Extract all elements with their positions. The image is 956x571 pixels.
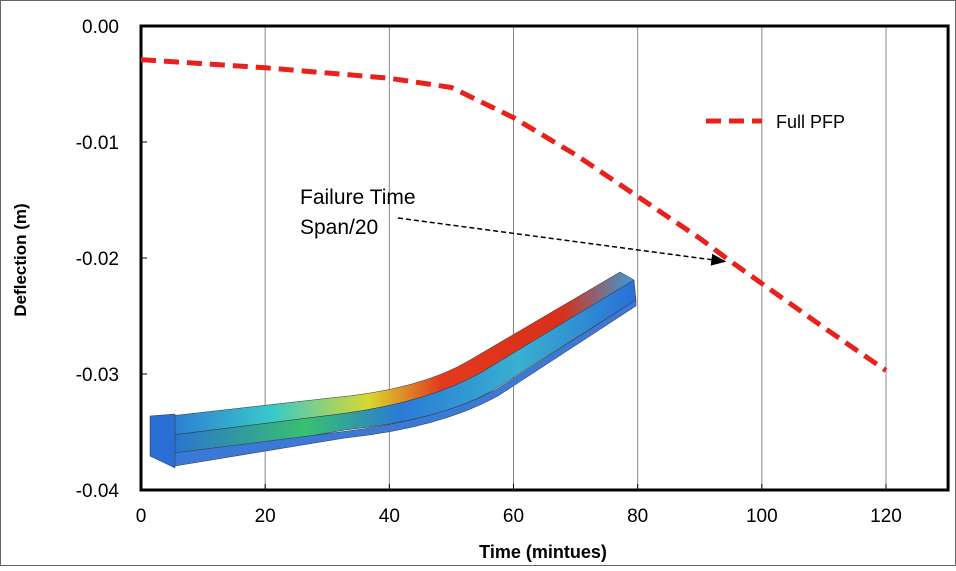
y-tick-label: -0.04 xyxy=(76,481,120,502)
x-tick-label: 100 xyxy=(746,506,778,527)
x-tick-label: 60 xyxy=(503,506,524,527)
x-tick-label: 20 xyxy=(255,506,276,527)
y-tick-label: 0.00 xyxy=(82,17,119,38)
annotation: Span/20 xyxy=(300,216,378,239)
x-tick-label: 80 xyxy=(627,506,648,527)
x-axis-label: Time (mintues) xyxy=(479,542,607,562)
annotation: Failure Time xyxy=(300,186,416,209)
annotation-arrow xyxy=(397,217,727,266)
plot-border xyxy=(139,24,950,492)
beam-illustration xyxy=(149,271,637,469)
x-tick-label: 120 xyxy=(870,506,902,527)
legend-label: Full PFP xyxy=(776,112,845,132)
x-tick-label: 0 xyxy=(136,506,147,527)
y-tick-label: -0.01 xyxy=(76,133,119,154)
y-tick-label: -0.02 xyxy=(76,249,119,270)
y-axis-label: Deflection (m) xyxy=(11,203,30,316)
x-tick-label: 40 xyxy=(379,506,400,527)
data-line xyxy=(140,57,888,373)
y-tick-label: -0.03 xyxy=(76,365,119,386)
